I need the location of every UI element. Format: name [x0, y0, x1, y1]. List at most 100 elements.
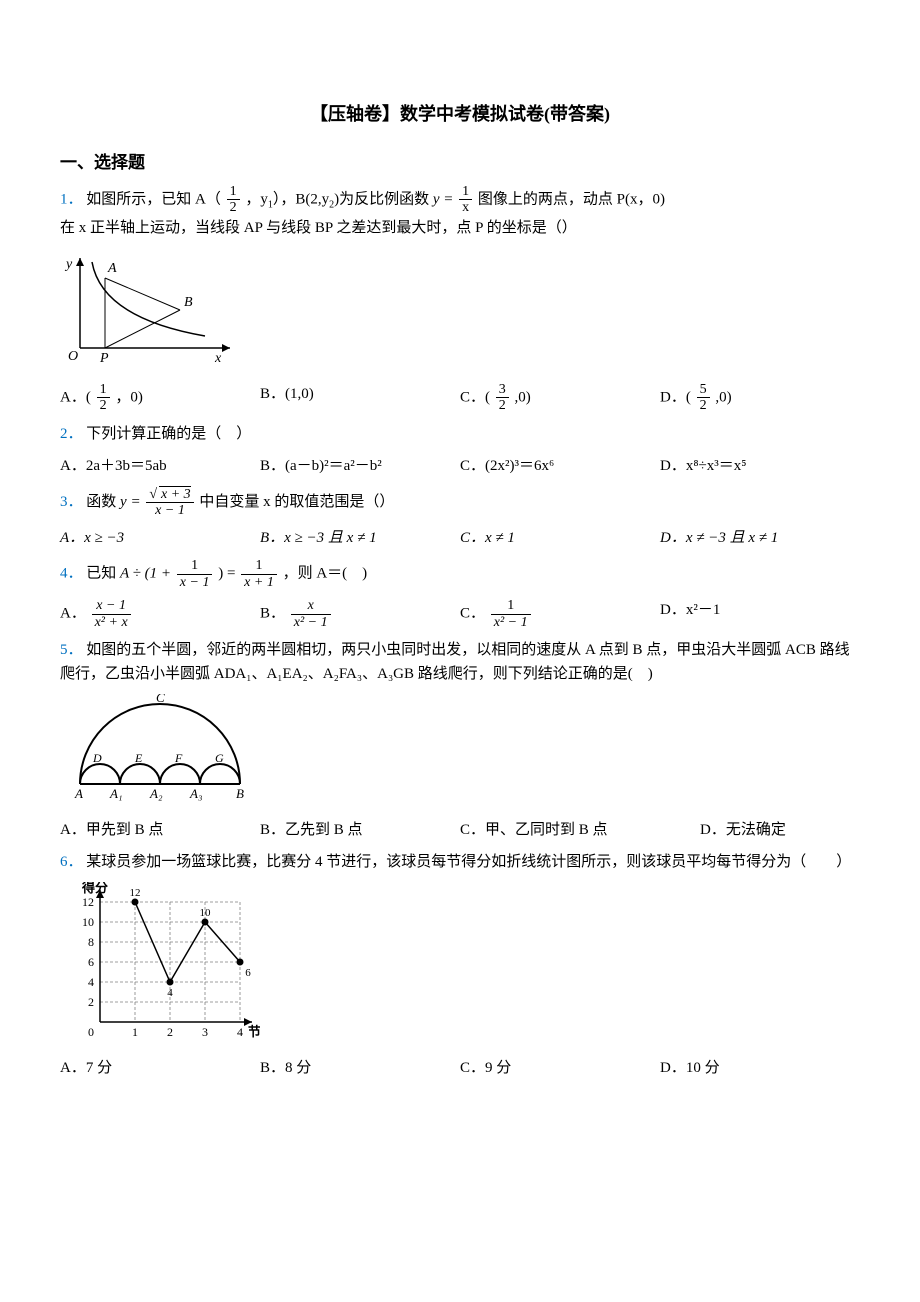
svg-text:A₂: A₂ — [149, 786, 163, 801]
svg-text:10: 10 — [82, 915, 94, 929]
svg-text:G: G — [215, 751, 224, 765]
q2-number: 2． — [60, 426, 83, 442]
svg-text:1: 1 — [132, 1025, 138, 1039]
q3-text: 中自变量 x 的取值范围是（） — [199, 493, 394, 509]
q2-text: 下列计算正确的是（ ） — [86, 426, 251, 442]
q2-option-b: B．(a－b)²＝a²－b² — [260, 454, 460, 478]
q1-text: )为反比例函数 — [334, 191, 433, 207]
svg-text:B: B — [236, 786, 244, 801]
svg-text:A: A — [107, 261, 117, 276]
svg-text:x: x — [214, 351, 222, 366]
frac: 1x² − 1 — [491, 598, 531, 630]
q3-option-b: B．x ≥ −3 且 x ≠ 1 — [260, 526, 460, 550]
q6-options: A．7 分 B．8 分 C．9 分 D．10 分 — [60, 1056, 860, 1080]
q1-text: 图像上的两点，动点 P(x，0) — [478, 191, 665, 207]
frac-num: 1 — [177, 558, 213, 574]
q2-option-a: A．2a＋3b＝5ab — [60, 454, 260, 478]
question-2: 2． 下列计算正确的是（ ） — [60, 422, 860, 446]
opt-label: C．( — [460, 389, 490, 405]
svg-text:12: 12 — [130, 887, 141, 899]
frac-den: x − 1 — [177, 575, 213, 590]
frac: 32 — [496, 382, 509, 414]
q5-figure: C D E F G A A₁ A₂ A₃ B — [60, 694, 860, 812]
q4-expr: A ÷ (1 + — [120, 566, 175, 582]
frac-num: x − 1 — [92, 598, 131, 614]
q1-option-d: D．( 52 ,0) — [660, 382, 860, 414]
opt-end: ,0) — [715, 389, 731, 405]
frac-den: 2 — [97, 398, 110, 413]
frac-den: 2 — [697, 398, 710, 413]
q5-text: 如图的五个半圆，邻近的两半圆相切，两只小虫同时出发，以相同的速度从 A 点到 B… — [60, 642, 850, 682]
section-heading: 一、选择题 — [60, 149, 860, 176]
opt-label: A．( — [60, 389, 91, 405]
frac: 52 — [697, 382, 710, 414]
opt-label: B． — [260, 605, 285, 621]
q1-option-c: C．( 32 ,0) — [460, 382, 660, 414]
q1-number: 1． — [60, 191, 83, 207]
q6-option-a: A．7 分 — [60, 1056, 260, 1080]
frac-num: 1 — [227, 184, 240, 200]
q4-option-a: A． x − 1x² + x — [60, 598, 260, 630]
svg-text:8: 8 — [88, 935, 94, 949]
q4-text: ，则 A＝( ) — [283, 566, 368, 582]
q4-number: 4． — [60, 566, 83, 582]
frac-den: x + 1 — [241, 575, 277, 590]
frac-den: 2 — [496, 398, 509, 413]
frac: 12 — [97, 382, 110, 414]
q3-option-a: A．x ≥ −3 — [60, 526, 260, 550]
svg-text:12: 12 — [82, 895, 94, 909]
svg-text:A₃: A₃ — [189, 786, 202, 801]
frac-den: x² + x — [92, 615, 131, 630]
svg-text:P: P — [99, 351, 109, 366]
svg-text:0: 0 — [88, 1025, 94, 1039]
q3-frac: √x + 3 x − 1 — [146, 486, 193, 519]
q4-option-c: C． 1x² − 1 — [460, 598, 660, 630]
q6-option-c: C．9 分 — [460, 1056, 660, 1080]
frac-num: 1 — [241, 558, 277, 574]
q6-chart: 2468101212340得分节124106 — [60, 882, 860, 1050]
svg-text:B: B — [184, 295, 193, 310]
q1-figure: O P x y A B — [60, 248, 860, 376]
q1-text: ），B(2,y — [273, 191, 329, 207]
q5-option-a: A．甲先到 B 点 — [60, 818, 260, 842]
svg-text:4: 4 — [88, 975, 94, 989]
q1-option-b: B．(1,0) — [260, 382, 460, 414]
q5-options: A．甲先到 B 点 B．乙先到 B 点 C．甲、乙同时到 B 点 D．无法确定 — [60, 818, 860, 842]
q5-option-c: C．甲、乙同时到 B 点 — [460, 818, 700, 842]
svg-text:A: A — [74, 786, 83, 801]
svg-text:3: 3 — [202, 1025, 208, 1039]
q6-option-d: D．10 分 — [660, 1056, 860, 1080]
q4-option-b: B． xx² − 1 — [260, 598, 460, 630]
frac-den: x² − 1 — [491, 615, 531, 630]
q1-text: 如图所示，已知 A（ — [86, 191, 221, 207]
q3-func: y = — [120, 493, 144, 509]
frac-num: 1 — [459, 184, 472, 200]
svg-text:4: 4 — [237, 1025, 243, 1039]
frac-den: x — [459, 200, 472, 215]
svg-text:得分: 得分 — [81, 882, 108, 895]
frac: 1x + 1 — [241, 558, 277, 590]
opt-label: D．( — [660, 389, 691, 405]
q1-option-a: A．( 12 ，0) — [60, 382, 260, 414]
question-4: 4． 已知 A ÷ (1 + 1x − 1 ) = 1x + 1 ，则 A＝( … — [60, 558, 860, 590]
svg-text:2: 2 — [88, 995, 94, 1009]
svg-text:10: 10 — [200, 907, 212, 919]
q1-text: ，y — [245, 191, 268, 207]
svg-text:2: 2 — [167, 1025, 173, 1039]
question-3: 3． 函数 y = √x + 3 x − 1 中自变量 x 的取值范围是（） — [60, 486, 860, 519]
q2-option-d: D．x⁸÷x³＝x⁵ — [660, 454, 860, 478]
opt-end: ，0) — [115, 389, 143, 405]
q2-option-c: C．(2x²)³＝6x⁶ — [460, 454, 660, 478]
frac-den: 2 — [227, 200, 240, 215]
opt-label: C． — [460, 605, 485, 621]
q3-option-d: D．x ≠ −3 且 x ≠ 1 — [660, 526, 860, 550]
svg-text:E: E — [134, 751, 143, 765]
svg-text:D: D — [92, 751, 102, 765]
svg-text:6: 6 — [245, 967, 251, 979]
svg-text:4: 4 — [167, 987, 173, 999]
q1-frac-a: 1 2 — [227, 184, 240, 216]
svg-text:A₁: A₁ — [109, 786, 122, 801]
frac: 1x − 1 — [177, 558, 213, 590]
q6-option-b: B．8 分 — [260, 1056, 460, 1080]
sqrt-content: x + 3 — [159, 486, 191, 502]
